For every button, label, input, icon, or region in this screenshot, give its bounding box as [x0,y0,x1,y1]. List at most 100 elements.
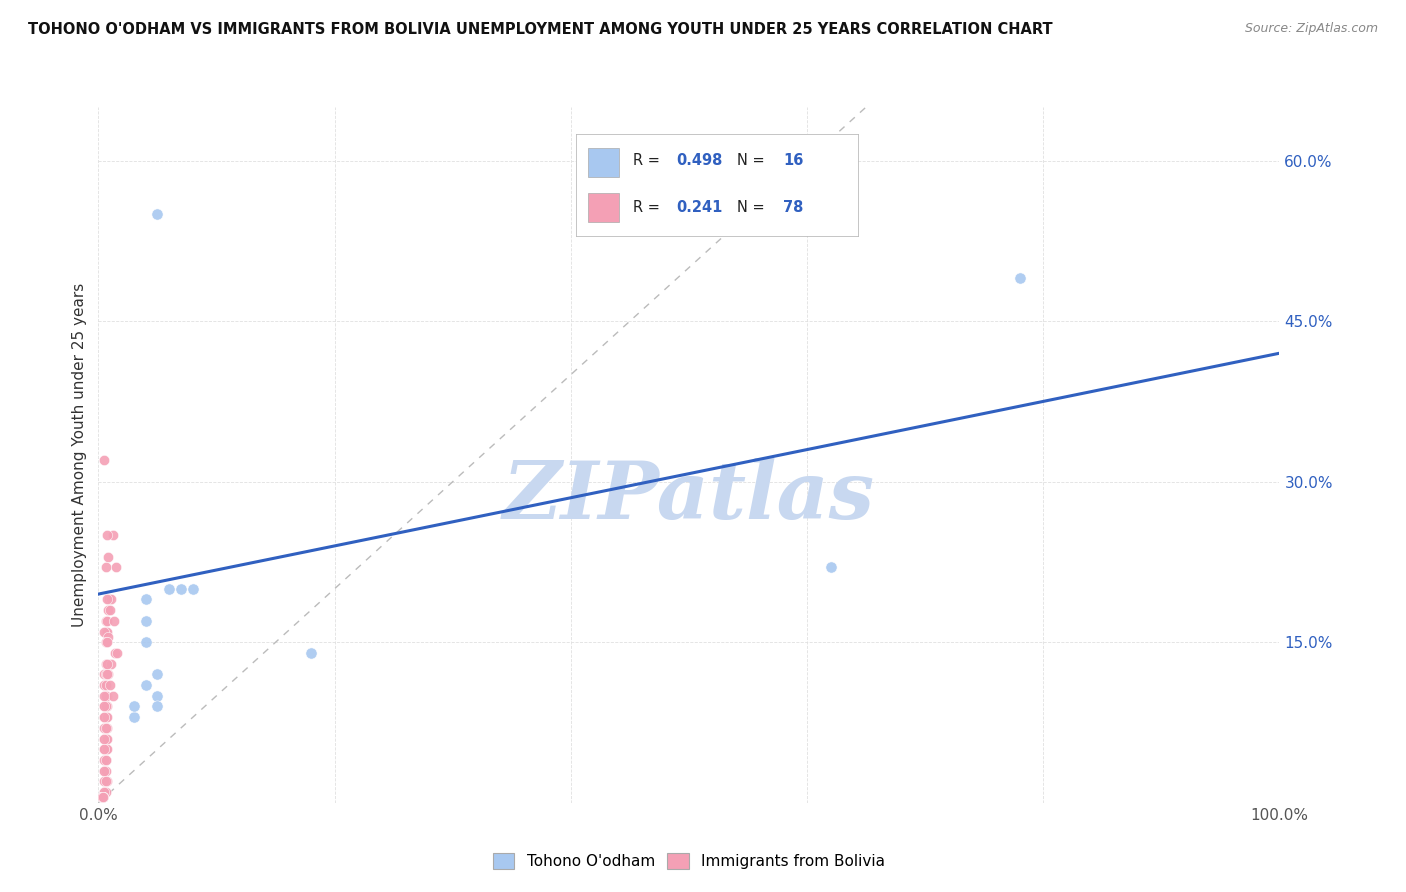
Point [146,207,169,221]
Point [93,742,115,756]
FancyBboxPatch shape [588,194,619,222]
Point [97,549,120,564]
Point [146,689,169,703]
Point [93,764,115,778]
Point [94,742,117,756]
Point [93,678,115,692]
Point [170,582,193,596]
Point [94,774,117,789]
Point [135,635,157,649]
Point [157,582,180,596]
Point [94,657,117,671]
Point [93,667,115,681]
Point [94,678,117,692]
Point [93,710,115,724]
Point [94,635,117,649]
Point [103,614,125,628]
Point [100,592,122,607]
Point [96,731,118,746]
Point [91,790,114,805]
Point [105,646,128,660]
Point [94,721,117,735]
Point [94,667,117,681]
Point [91,790,114,805]
Point [91,790,114,805]
Point [104,646,127,660]
Point [96,657,118,671]
Text: ZIPatlas: ZIPatlas [503,458,875,535]
Y-axis label: Unemployment Among Youth under 25 years: Unemployment Among Youth under 25 years [72,283,87,627]
Point [135,592,157,607]
Point [91,790,114,805]
Point [93,764,115,778]
Point [94,764,117,778]
Point [97,630,120,644]
Point [94,699,117,714]
Point [94,699,117,714]
Point [93,731,115,746]
Point [135,614,157,628]
Point [94,721,117,735]
Point [96,699,118,714]
Point [94,689,117,703]
Text: TOHONO O'ODHAM VS IMMIGRANTS FROM BOLIVIA UNEMPLOYMENT AMONG YOUTH UNDER 25 YEAR: TOHONO O'ODHAM VS IMMIGRANTS FROM BOLIVI… [28,22,1053,37]
Text: Source: ZipAtlas.com: Source: ZipAtlas.com [1244,22,1378,36]
Point [94,753,117,767]
Point [98,592,121,607]
Point [94,560,117,574]
Text: 16: 16 [783,153,803,168]
Point [96,624,118,639]
Point [91,790,114,805]
Point [101,528,124,542]
Point [96,667,118,681]
Point [98,678,121,692]
Text: 0.241: 0.241 [676,200,723,215]
Point [96,592,118,607]
FancyBboxPatch shape [588,148,619,177]
Point [101,689,124,703]
Point [93,731,115,746]
Point [94,753,117,767]
Point [93,721,115,735]
Point [96,710,118,724]
Point [93,699,115,714]
Point [91,790,114,805]
Text: 78: 78 [783,200,803,215]
Point [94,731,117,746]
Point [91,790,114,805]
Point [96,774,118,789]
Point [93,785,115,799]
Point [91,790,114,805]
Point [146,699,169,714]
Point [96,635,118,649]
Point [93,689,115,703]
Point [100,657,122,671]
Point [97,603,120,617]
Point [94,710,117,724]
Point [299,646,322,660]
Point [135,678,157,692]
Point [93,753,115,767]
Point [97,667,120,681]
Point [1008,271,1031,285]
Point [91,790,114,805]
Point [146,667,169,681]
Point [93,699,115,714]
Point [93,453,115,467]
Point [122,699,145,714]
Text: N =: N = [737,153,769,168]
Point [96,689,118,703]
Point [105,560,128,574]
Point [93,624,115,639]
Point [93,785,115,799]
Point [820,560,842,574]
Point [96,721,118,735]
Point [96,528,118,542]
Point [122,710,145,724]
Point [181,582,204,596]
Text: R =: R = [633,200,664,215]
Point [93,774,115,789]
Point [98,603,121,617]
Point [96,614,118,628]
Point [94,614,117,628]
